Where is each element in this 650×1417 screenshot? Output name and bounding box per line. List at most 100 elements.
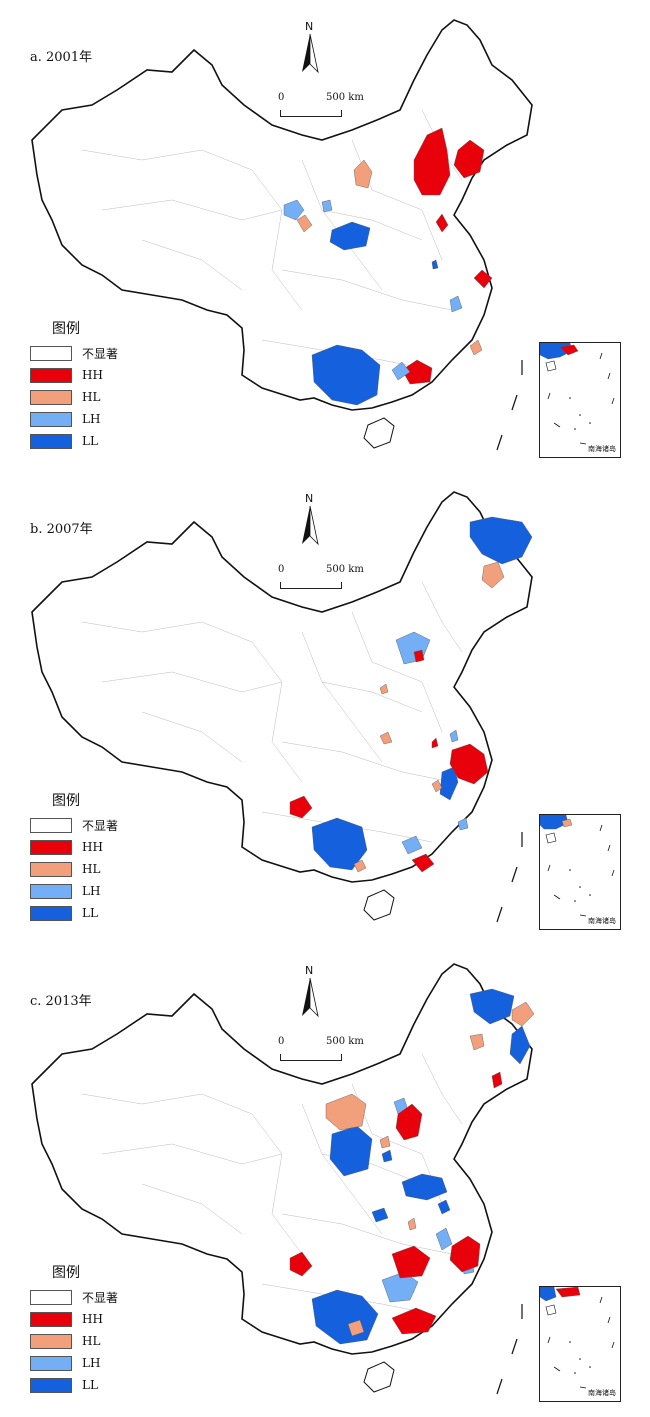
scale-zero: 0 (278, 1036, 285, 1047)
south-china-sea-inset: 南海诸岛 (539, 814, 621, 930)
region-lh-east (449, 729, 459, 743)
region-hl-north-dot (379, 1135, 391, 1149)
north-label: N (305, 20, 314, 33)
region-lh-east (435, 1227, 453, 1251)
scale-label: 500 km (326, 92, 364, 103)
region-hl-northeast (511, 1001, 535, 1027)
region-hh-east-dot (431, 737, 439, 749)
region-hl-central (407, 1217, 417, 1231)
region-hh-central-south (391, 1245, 431, 1279)
legend-item: LH (30, 880, 160, 902)
legend-swatch (30, 1333, 72, 1349)
region-ll-central-east (437, 1199, 451, 1215)
region-hh-east (449, 1235, 481, 1273)
scale-zero: 0 (278, 92, 285, 103)
region-hl-northeast-inner (469, 1033, 485, 1051)
region-lh-south (391, 361, 411, 381)
legend-swatch (30, 433, 72, 449)
south-china-sea-inset: 南海诸岛 (539, 1286, 621, 1402)
legend-item: HH (30, 1308, 160, 1330)
panel-title: c. 2013年 (30, 994, 92, 1009)
inset-map (540, 815, 615, 917)
legend-item: HL (30, 1330, 160, 1352)
region-hh-east (473, 269, 493, 289)
legend-item: LH (30, 408, 160, 430)
legend-item: HH (30, 364, 160, 386)
legend-item: 不显著 (30, 342, 160, 364)
legend-title: 图例 (52, 1265, 80, 1281)
scale-bar: 0 500 km (278, 1036, 398, 1066)
legend-swatch (30, 905, 72, 921)
region-ll-north-dot (381, 1149, 393, 1163)
region-hh-south (391, 1307, 437, 1335)
region-hh-north (395, 1103, 423, 1141)
legend-item: LH (30, 1352, 160, 1374)
legend-title: 图例 (52, 793, 80, 809)
region-hl-east (431, 779, 443, 793)
region-hl-north (379, 683, 389, 695)
legend-item: HH (30, 836, 160, 858)
south-china-sea-inset: 南海诸岛 (539, 342, 621, 458)
legend: 图例 不显著 HH HL LH LL (30, 318, 160, 452)
region-hl-central (379, 731, 393, 745)
region-ll-east (431, 259, 439, 270)
inset-label: 南海诸岛 (588, 1389, 616, 1397)
panel-title: b. 2007年 (30, 522, 93, 537)
region-hh-northeast-coast (491, 1071, 503, 1089)
legend-item: LL (30, 902, 160, 924)
region-hl-southwest (353, 859, 367, 873)
region-ll-northeast-coast (509, 1025, 531, 1065)
legend-swatch (30, 367, 72, 383)
region-ll-central (401, 1173, 448, 1201)
scale-bar: 0 500 km (278, 564, 398, 594)
scale-bar-line (280, 582, 342, 589)
north-arrow-icon (302, 505, 319, 546)
region-lh-southeast (457, 817, 469, 831)
scale-bar: 0 500 km (278, 92, 398, 122)
region-hh-southwest (289, 1251, 313, 1277)
north-label: N (305, 492, 314, 505)
north-label: N (305, 964, 314, 977)
legend-swatch (30, 1289, 72, 1305)
region-ll-southwest (311, 817, 368, 871)
legend-swatch (30, 411, 72, 427)
map-panel-2013: c. 2013年 N 0 500 km 图例 不显著 HH HL LH LL 南… (0, 944, 650, 1414)
region-lh-northwest (283, 199, 305, 221)
region-hh-north (413, 649, 425, 663)
north-arrow-icon (302, 33, 319, 74)
north-arrow-icon (302, 977, 319, 1018)
region-hh-east (449, 743, 489, 785)
scale-bar-line (280, 1054, 342, 1061)
region-hh-northeast-coast (453, 139, 485, 179)
legend-title: 图例 (52, 321, 80, 337)
region-hh-southwest (289, 795, 313, 819)
legend-item: HL (30, 858, 160, 880)
scale-zero: 0 (278, 564, 285, 575)
region-ll-southwest (311, 344, 381, 406)
legend-swatch (30, 1355, 72, 1371)
legend-item: HL (30, 386, 160, 408)
legend: 图例 不显著 HH HL LH LL (30, 790, 160, 924)
legend-item: LL (30, 430, 160, 452)
region-ll-northeast (469, 516, 533, 565)
legend-swatch (30, 1377, 72, 1393)
china-map (31, 19, 533, 451)
legend-swatch (30, 839, 72, 855)
legend-swatch (30, 389, 72, 405)
region-hl-north (353, 159, 373, 189)
region-ll-central-west (371, 1207, 389, 1223)
inset-label: 南海诸岛 (588, 445, 616, 453)
panel-title: a. 2001年 (30, 50, 93, 65)
region-hh-north-coast (435, 213, 449, 233)
legend-swatch (30, 1311, 72, 1327)
legend-swatch (30, 861, 72, 877)
region-lh-south (401, 835, 423, 855)
legend-swatch (30, 883, 72, 899)
region-hl-northeast (481, 561, 505, 589)
region-hl-southwest (347, 1319, 365, 1337)
inset-map (540, 1287, 615, 1389)
region-hl-northwest (296, 214, 313, 233)
legend-swatch (30, 345, 72, 361)
legend-item: 不显著 (30, 1286, 160, 1308)
china-map (31, 491, 533, 923)
